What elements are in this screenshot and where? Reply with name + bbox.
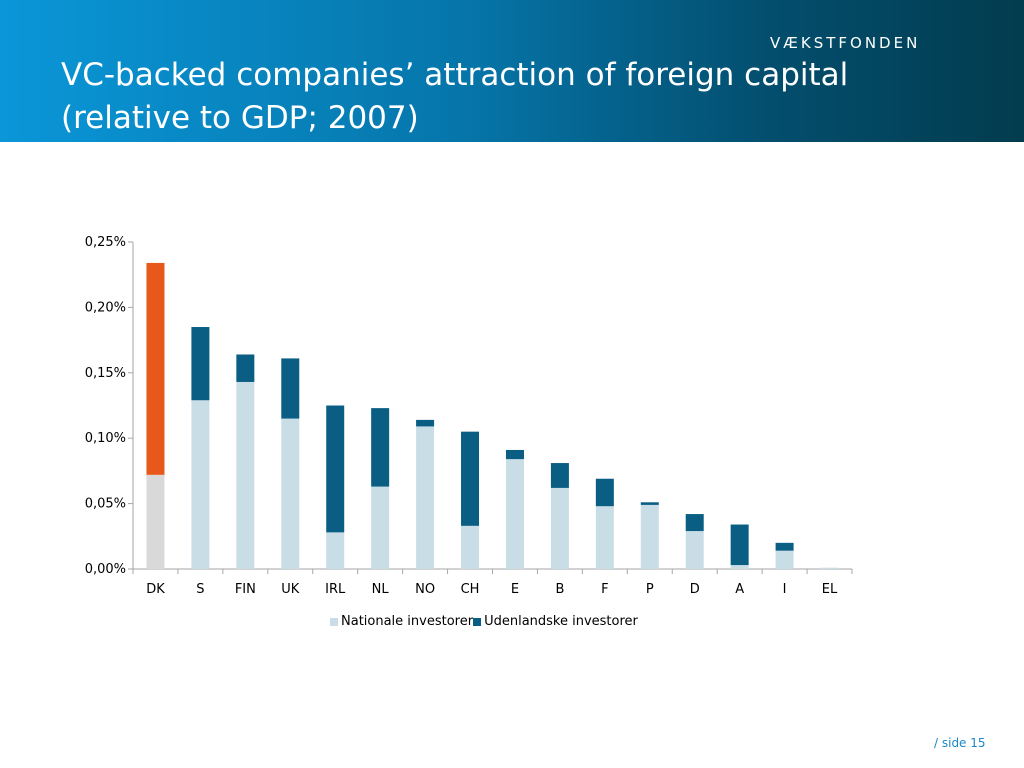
bar-f-foreign: [595, 478, 614, 507]
bar-dk-domestic: [146, 474, 165, 569]
vaekstfonden-logo: VÆKSTFONDEN: [770, 34, 921, 52]
y-tick-label: 0,10%: [85, 431, 126, 446]
bar-uk-domestic: [281, 418, 300, 569]
bar-ch-foreign: [461, 431, 480, 526]
bar-i-foreign: [775, 542, 794, 551]
x-tick-label: F: [601, 582, 608, 597]
bar-b-foreign: [550, 463, 569, 488]
legend-item-domestic: Nationale investorer: [330, 614, 473, 629]
bar-el-domestic: [820, 567, 839, 569]
legend-item-foreign: Udenlandske investorer: [473, 614, 638, 629]
y-tick-label: 0,20%: [85, 300, 126, 315]
page-number: / side 15: [934, 736, 986, 750]
bar-d-domestic: [685, 531, 704, 569]
x-tick-label: IRL: [325, 582, 346, 597]
x-tick-label: I: [783, 582, 787, 597]
legend-swatch-foreign: [473, 617, 482, 626]
y-tick-label: 0,00%: [85, 562, 126, 577]
legend-label-domestic: Nationale investorer: [341, 614, 474, 629]
x-tick-label: UK: [281, 582, 300, 597]
x-tick-label: S: [196, 582, 204, 597]
bar-i-domestic: [775, 550, 794, 569]
bar-a-domestic: [730, 565, 749, 569]
header-banner: VC-backed companies’ attraction of forei…: [0, 0, 1024, 142]
bar-s-foreign: [191, 327, 210, 401]
y-tick-label: 0,05%: [85, 497, 126, 512]
bar-fin-domestic: [236, 381, 255, 569]
x-tick-label: A: [735, 582, 744, 597]
bar-e-domestic: [505, 459, 524, 569]
legend-label-foreign: Udenlandske investorer: [484, 614, 638, 629]
bar-d-foreign: [685, 514, 704, 532]
bar-p-foreign: [640, 502, 659, 505]
x-tick-label: FIN: [235, 582, 256, 597]
x-tick-label: CH: [461, 582, 480, 597]
x-tick-label: NL: [372, 582, 390, 597]
bar-fin-foreign: [236, 354, 255, 382]
bar-uk-foreign: [281, 358, 300, 419]
bar-irl-domestic: [326, 532, 345, 569]
bar-dk-foreign: [146, 262, 165, 475]
bar-nl-foreign: [371, 408, 390, 487]
bar-p-domestic: [640, 504, 659, 569]
bar-f-domestic: [595, 506, 614, 569]
bar-nl-domestic: [371, 486, 390, 569]
page-title: VC-backed companies’ attraction of forei…: [61, 57, 849, 136]
bar-b-domestic: [550, 487, 569, 569]
bar-ch-domestic: [461, 525, 480, 569]
bar-e-foreign: [505, 449, 524, 460]
y-tick-label: 0,15%: [85, 366, 126, 381]
x-tick-label: P: [646, 582, 654, 597]
x-tick-label: E: [511, 582, 519, 597]
bar-s-domestic: [191, 400, 210, 569]
x-tick-label: NO: [415, 582, 435, 597]
bar-no-foreign: [416, 419, 435, 427]
x-tick-label: B: [555, 582, 564, 597]
x-tick-label: EL: [822, 582, 838, 597]
legend-swatch-domestic: [330, 617, 338, 626]
y-tick-label: 0,25%: [85, 235, 126, 250]
bar-a-foreign: [730, 524, 749, 566]
x-tick-label: DK: [146, 582, 165, 597]
chart-legend: Nationale investorer Udenlandske investo…: [330, 614, 638, 629]
bar-no-domestic: [416, 426, 435, 569]
bar-irl-foreign: [326, 405, 345, 533]
x-tick-label: D: [690, 582, 700, 597]
